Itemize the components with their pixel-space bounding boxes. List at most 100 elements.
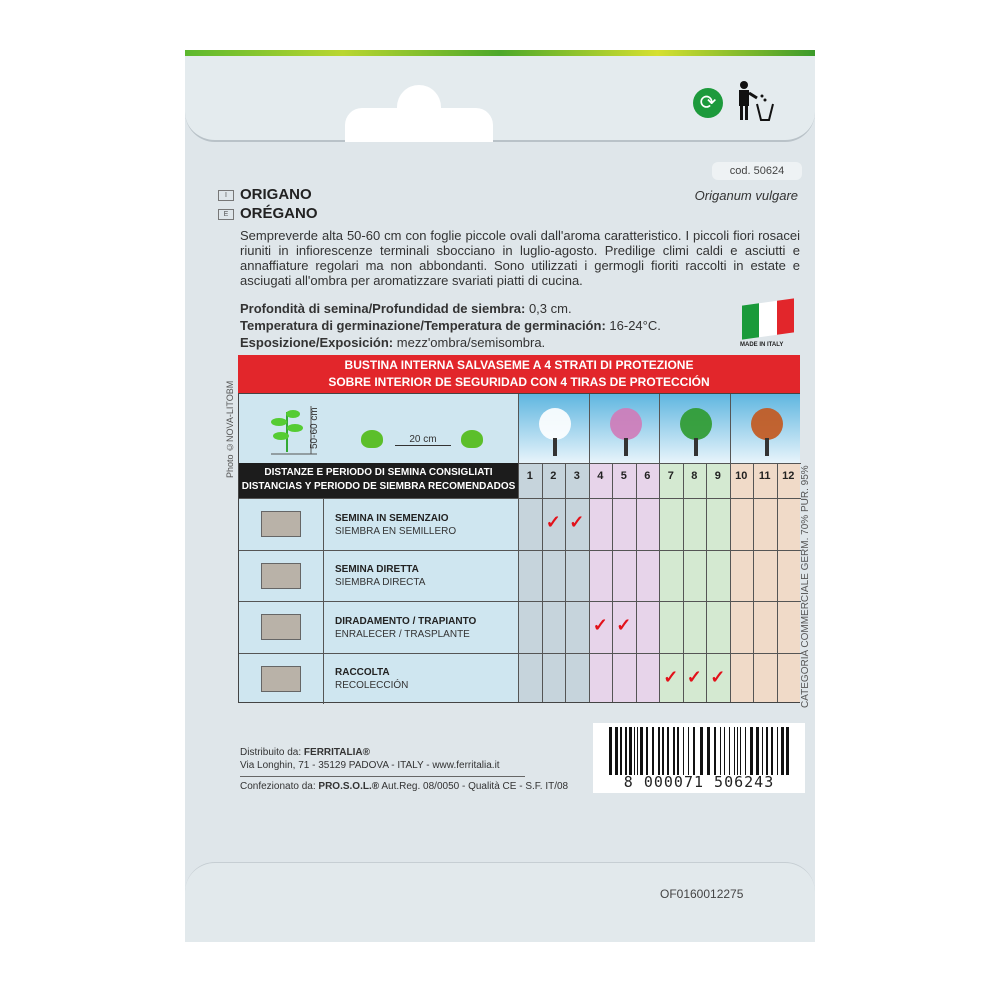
green-dot-recycle-icon: ⟳ <box>693 88 723 118</box>
month-number: 11 <box>758 470 771 482</box>
month-column-divider <box>612 463 613 702</box>
front-artwork-strip <box>185 50 815 56</box>
check-mark-icon: ✓ <box>710 666 726 687</box>
spec-value: 0,3 cm. <box>528 301 572 316</box>
latin-name: Origanum vulgare <box>694 188 798 203</box>
barcode-bar <box>776 727 778 775</box>
header-es: DISTANCIAS Y PERIODO DE SIEMBRA RECOMEND… <box>241 481 516 492</box>
plant-height-icon <box>271 406 317 455</box>
calendar-row: SEMINA IN SEMENZAIO SIEMBRA EN SEMILLERO <box>239 498 518 550</box>
distributor-name: FERRITALIA® <box>303 747 370 758</box>
month-column-divider <box>588 463 590 702</box>
seed-tray-icon <box>239 499 324 550</box>
barcode-bar <box>737 727 738 775</box>
row-label-es: ENRALECER / TRASPLANTE <box>335 628 470 640</box>
row-label-es: RECOLECCIÓN <box>335 680 409 692</box>
month-column-divider <box>541 463 543 702</box>
month-number: 7 <box>667 470 674 482</box>
hang-hole-top <box>397 85 441 125</box>
transplant-icon <box>239 602 324 653</box>
month-column-divider <box>565 463 566 702</box>
barcode-bar <box>780 727 784 775</box>
month-column-divider <box>776 463 778 702</box>
barcode-bar <box>637 727 639 775</box>
photo-credit: Photo ©NOVA-LITOBM <box>225 380 235 478</box>
title-spanish: ORÉGANO <box>240 205 318 222</box>
calendar-row: SEMINA DIRETTA SIEMBRA DIRECTA <box>239 549 518 601</box>
barcode-bar <box>699 727 703 775</box>
barcode-number: 8 000071 506243 <box>623 773 775 791</box>
barcode-bar <box>745 727 747 775</box>
protection-banner: BUSTINA INTERNA SALVASEME A 4 STRATI DI … <box>238 355 800 393</box>
row-label-es: SIEMBRA DIRECTA <box>335 577 426 589</box>
divider <box>240 776 525 777</box>
barcode-bar <box>755 727 759 775</box>
month-column-divider <box>635 463 637 702</box>
month-number: 12 <box>782 470 795 482</box>
spec-label: Profondità di semina/Profundidad de siem… <box>240 301 526 316</box>
month-number: 9 <box>714 470 721 482</box>
season-column <box>588 463 659 702</box>
lang-box-es: E <box>218 209 234 220</box>
barcode: 8 000071 506243 <box>593 723 805 793</box>
season-tree-image <box>729 394 800 463</box>
barcode-bar <box>628 727 632 775</box>
season-column <box>518 463 589 702</box>
barcode-bar <box>740 727 742 775</box>
month-column-divider <box>682 463 684 702</box>
barcode-bar <box>615 727 619 775</box>
made-in-italy: MADE IN ITALY <box>740 342 784 348</box>
month-number: 4 <box>597 470 604 482</box>
tidyman-bin-icon <box>739 81 774 121</box>
barcode-bar <box>714 727 716 775</box>
distributor-address: Via Longhin, 71 - 35129 PADOVA - ITALY -… <box>240 760 500 771</box>
check-mark-icon: ✓ <box>592 615 608 635</box>
spec-exposure: Esposizione/Exposición: mezz'ombra/semis… <box>240 335 545 350</box>
seedling-icon <box>361 430 383 448</box>
barcode-bar <box>720 727 722 775</box>
lang-box-it: I <box>218 190 234 201</box>
barcode-bar <box>693 727 696 775</box>
direct-sowing-icon <box>239 550 324 601</box>
spec-label: Temperatura di germinazione/Temperatura … <box>240 318 606 333</box>
barcode-bar <box>634 727 635 775</box>
seedling-icon <box>461 430 483 448</box>
check-mark-icon: ✓ <box>545 512 561 532</box>
barcode-bar <box>667 727 670 775</box>
calendar-row: DIRADAMENTO / TRAPIANTO ENRALECER / TRASP… <box>239 601 518 653</box>
title-italian: ORIGANO <box>240 186 312 203</box>
month-column-divider <box>659 463 660 702</box>
season-tree-image <box>518 394 589 463</box>
spec-depth: Profondità di semina/Profundidad de siem… <box>240 301 572 316</box>
spec-value: 16-24°C. <box>609 318 661 333</box>
divider <box>518 601 801 602</box>
month-number: 10 <box>735 470 748 482</box>
month-number: 2 <box>550 470 557 482</box>
row-label: DIRADAMENTO / TRAPIANTO ENRALECER / TRASP… <box>335 615 476 641</box>
check-mark-icon: ✓ <box>616 615 632 635</box>
plant-height: 50-60 cm <box>309 407 320 449</box>
row-label-it: RACCOLTA <box>335 667 390 679</box>
barcode-bar <box>672 727 675 775</box>
row-label-it: DIRADAMENTO / TRAPIANTO <box>335 615 477 627</box>
row-label-it: SEMINA IN SEMENZAIO <box>335 512 449 524</box>
batch-code: OF0160012275 <box>660 887 744 901</box>
header-it: DISTANZE E PERIODO DI SEMINA CONSIGLIATI <box>264 467 493 478</box>
season-tree-image <box>659 394 730 463</box>
barcode-bar <box>624 727 627 775</box>
bottom-seal <box>185 862 815 942</box>
packager-details: Aut.Reg. 08/0050 - Qualità CE - S.F. IT/… <box>381 781 569 792</box>
packager-label: Confezionato da: <box>240 781 316 792</box>
season-column <box>729 463 800 702</box>
month-number: 5 <box>620 470 627 482</box>
quality-category: CATEGORIA COMMERCIALE GERM. 70% PUR. 95% <box>800 465 811 708</box>
barcode-bar <box>706 727 710 775</box>
calendar-row: RACCOLTA RECOLECCIÓN <box>239 652 518 704</box>
distributor-label: Distribuito da: <box>240 747 302 758</box>
barcode-bar <box>662 727 665 775</box>
packager: Confezionato da: PRO.S.O.L.® Aut.Reg. 08… <box>240 781 568 792</box>
month-number: 1 <box>526 470 533 482</box>
row-label-es: SIEMBRA EN SEMILLERO <box>335 525 457 537</box>
banner-line-it: BUSTINA INTERNA SALVASEME A 4 STRATI DI … <box>344 358 694 372</box>
barcode-bar <box>683 727 684 775</box>
